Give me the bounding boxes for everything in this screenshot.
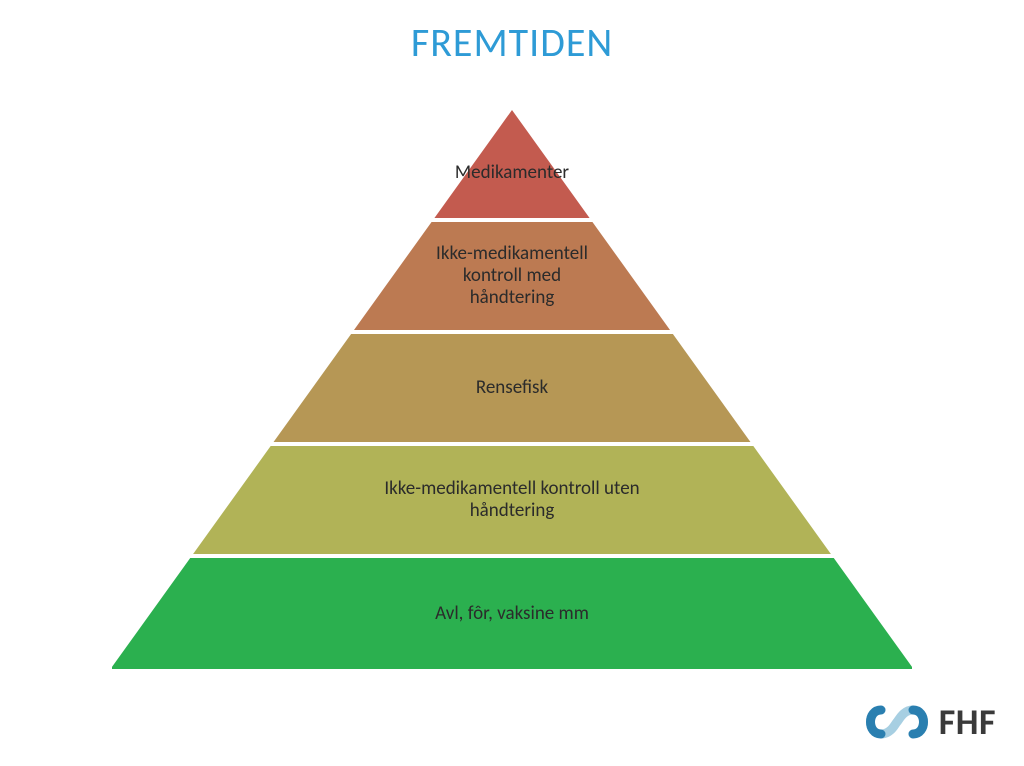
logo: FHF [861,700,996,744]
logo-text: FHF [939,700,996,744]
pyramid-level-label-1: Ikke-medikamentellkontroll medhåndtering [302,243,722,309]
slide-title: FREMTIDEN [0,18,1024,67]
logo-infinity-icon [861,702,933,742]
pyramid-level-label-2: Rensefisk [302,377,722,399]
slide: FREMTIDEN Medikamenter Ikke-medikamentell… [0,0,1024,766]
pyramid-level-label-4: Avl, fôr, vaksine mm [302,603,722,625]
pyramid-level-label-0: Medikamenter [302,162,722,184]
pyramid-level-label-3: Ikke-medikamentell kontroll utenhåndteri… [302,478,722,522]
